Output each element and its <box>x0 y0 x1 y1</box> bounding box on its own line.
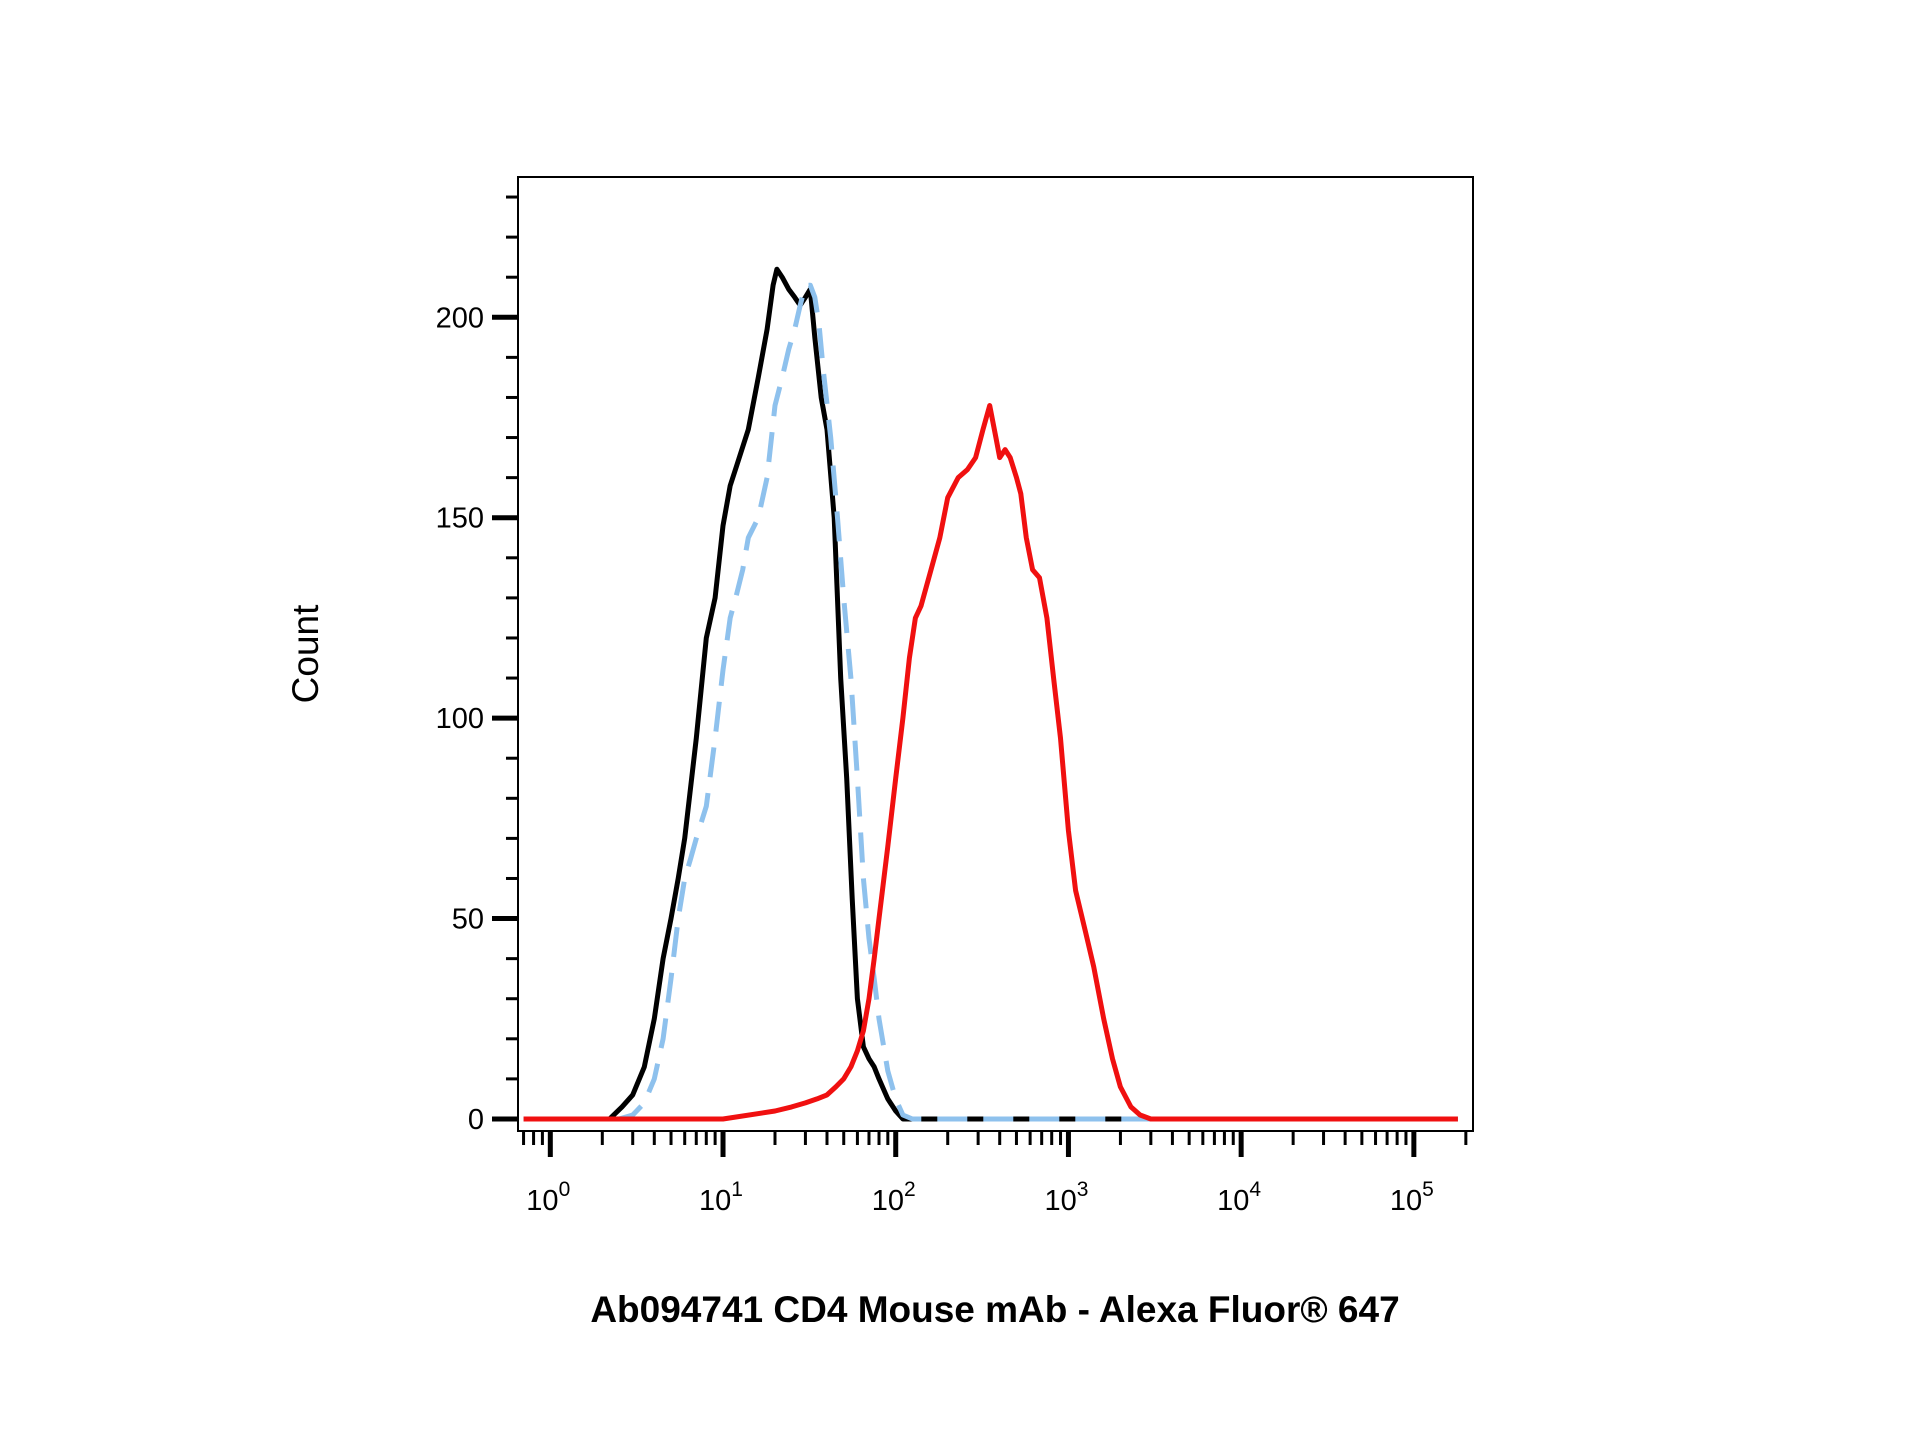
series-line-1 <box>523 266 1458 1122</box>
axis-layer: 0 50 100 150 200 100 101 102 103 104 105 <box>436 195 1468 1217</box>
y-axis-label: Count <box>285 604 326 703</box>
y-tick-label: 100 <box>436 703 484 735</box>
series-layer <box>523 266 1458 1122</box>
x-tick-label: 104 <box>1217 1178 1261 1217</box>
x-axis-label: Ab094741 CD4 Mouse mAb - Alexa Fluor® 64… <box>590 1289 1399 1330</box>
y-tick-label: 200 <box>436 302 484 334</box>
x-tick-label: 105 <box>1390 1178 1434 1217</box>
y-tick-label: 50 <box>452 904 484 936</box>
x-tick-label: 102 <box>872 1178 916 1217</box>
plot-frame <box>517 176 1474 1132</box>
y-tick-label: 0 <box>468 1104 484 1136</box>
series-line-2 <box>523 282 1458 1122</box>
x-tick-label: 103 <box>1044 1178 1088 1217</box>
x-tick-label: 100 <box>526 1178 570 1217</box>
series-line-3 <box>523 403 1458 1122</box>
y-tick-label: 150 <box>436 503 484 535</box>
x-tick-label: 101 <box>699 1178 743 1217</box>
